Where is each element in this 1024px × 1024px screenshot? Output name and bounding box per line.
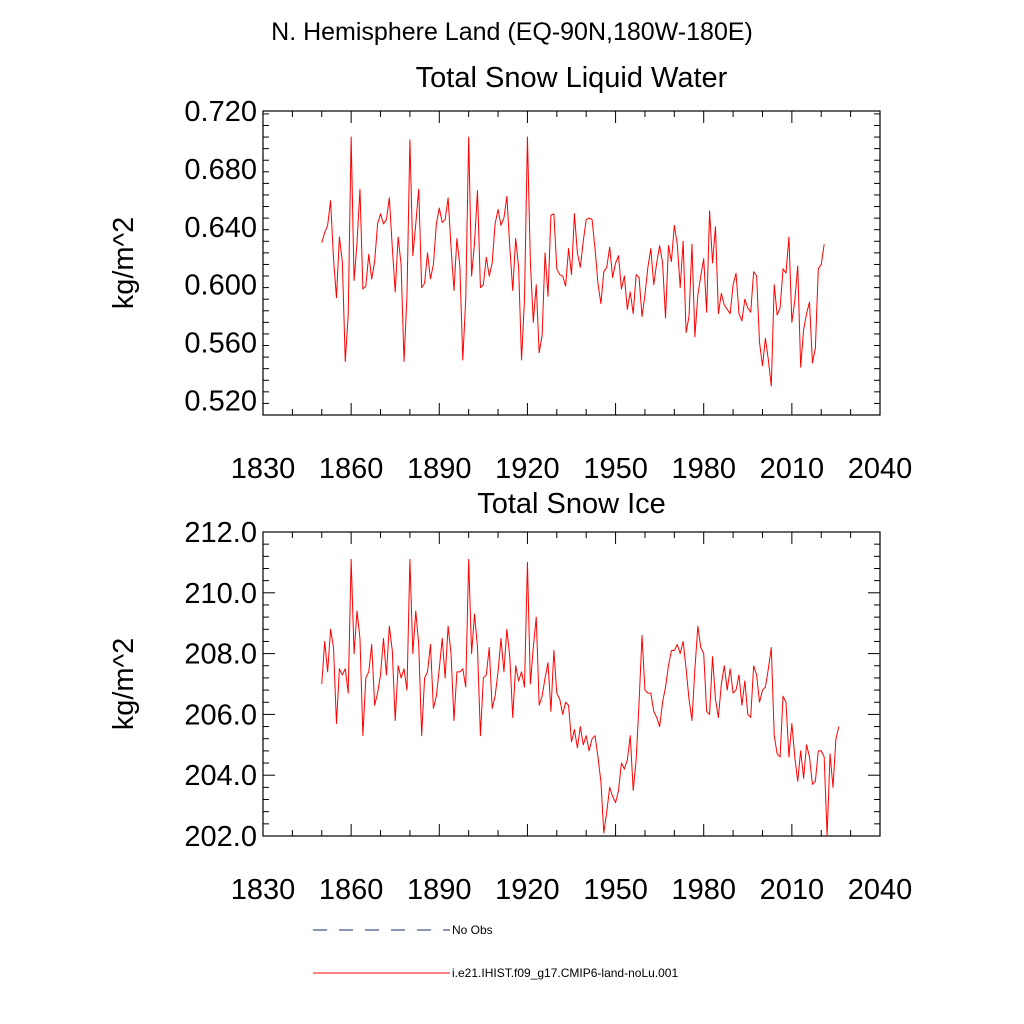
legend-model-label: i.e21.IHIST.f09_g17.CMIP6-land-noLu.001 — [452, 966, 678, 980]
snow-ice-y-tick-label: 204.0 — [184, 760, 257, 792]
liquid-water-y-tick-label: 0.720 — [184, 96, 257, 128]
liquid-water-y-tick-label: 0.520 — [184, 386, 257, 418]
snow-liquid-water-panel: Total Snow Liquid Water 1830 1860 1890 1920 1… — [108, 62, 912, 485]
snow-ice-y-tick-label: 206.0 — [184, 699, 257, 731]
snow-ice-panel: Total Snow Ice 1830 1860 1890 1920 1950 1980 20… — [108, 488, 912, 906]
liquid-water-x-tick-label: 1890 — [407, 453, 472, 485]
legend: No Obs i.e21.IHIST.f09_g17.CMIP6-land-no… — [313, 923, 678, 980]
liquid-water-plot-frame — [262, 110, 881, 416]
figure-title: N. Hemisphere Land (EQ-90N,180W-180E) — [271, 18, 753, 46]
liquid-water-x-tick-label: 1830 — [231, 453, 296, 485]
snow-ice-series-line — [321, 558, 840, 837]
legend-no-obs-label: No Obs — [452, 923, 493, 937]
liquid-water-series-line — [321, 136, 825, 387]
liquid-water-x-tick-label: 1920 — [495, 453, 560, 485]
snow-ice-x-tick-label: 1980 — [671, 874, 736, 906]
snow-ice-x-tick-label: 1860 — [319, 874, 384, 906]
snow-ice-x-tick-label: 2040 — [848, 874, 913, 906]
liquid-water-x-tick-label: 1980 — [671, 453, 736, 485]
liquid-water-x-tick-label: 2040 — [848, 453, 913, 485]
snow-ice-y-axis-label: kg/m^2 — [108, 638, 140, 731]
snow-ice-y-tick-label: 210.0 — [184, 578, 257, 610]
snow-ice-x-tick-label: 1830 — [231, 874, 296, 906]
snow-ice-x-tick-label: 1920 — [495, 874, 560, 906]
liquid-water-y-tick-label: 0.640 — [184, 212, 257, 244]
liquid-water-y-tick-label: 0.560 — [184, 328, 257, 360]
snow-ice-x-tick-label: 1890 — [407, 874, 472, 906]
liquid-water-y-axis-label: kg/m^2 — [108, 217, 140, 310]
liquid-water-x-tick-label: 1860 — [319, 453, 384, 485]
liquid-water-x-tick-label: 1950 — [583, 453, 648, 485]
liquid-water-y-tick-label: 0.680 — [184, 154, 257, 186]
snow-ice-plot-frame — [262, 531, 881, 837]
liquid-water-y-tick-label: 0.600 — [184, 270, 257, 302]
snow-ice-title: Total Snow Ice — [477, 488, 666, 520]
liquid-water-title: Total Snow Liquid Water — [416, 62, 728, 94]
snow-ice-x-tick-label: 2010 — [760, 874, 825, 906]
liquid-water-x-tick-label: 2010 — [760, 453, 825, 485]
snow-ice-y-tick-label: 208.0 — [184, 639, 257, 671]
snow-ice-y-tick-label: 212.0 — [184, 517, 257, 549]
snow-ice-y-tick-label: 202.0 — [184, 821, 257, 853]
snow-ice-x-tick-label: 1950 — [583, 874, 648, 906]
